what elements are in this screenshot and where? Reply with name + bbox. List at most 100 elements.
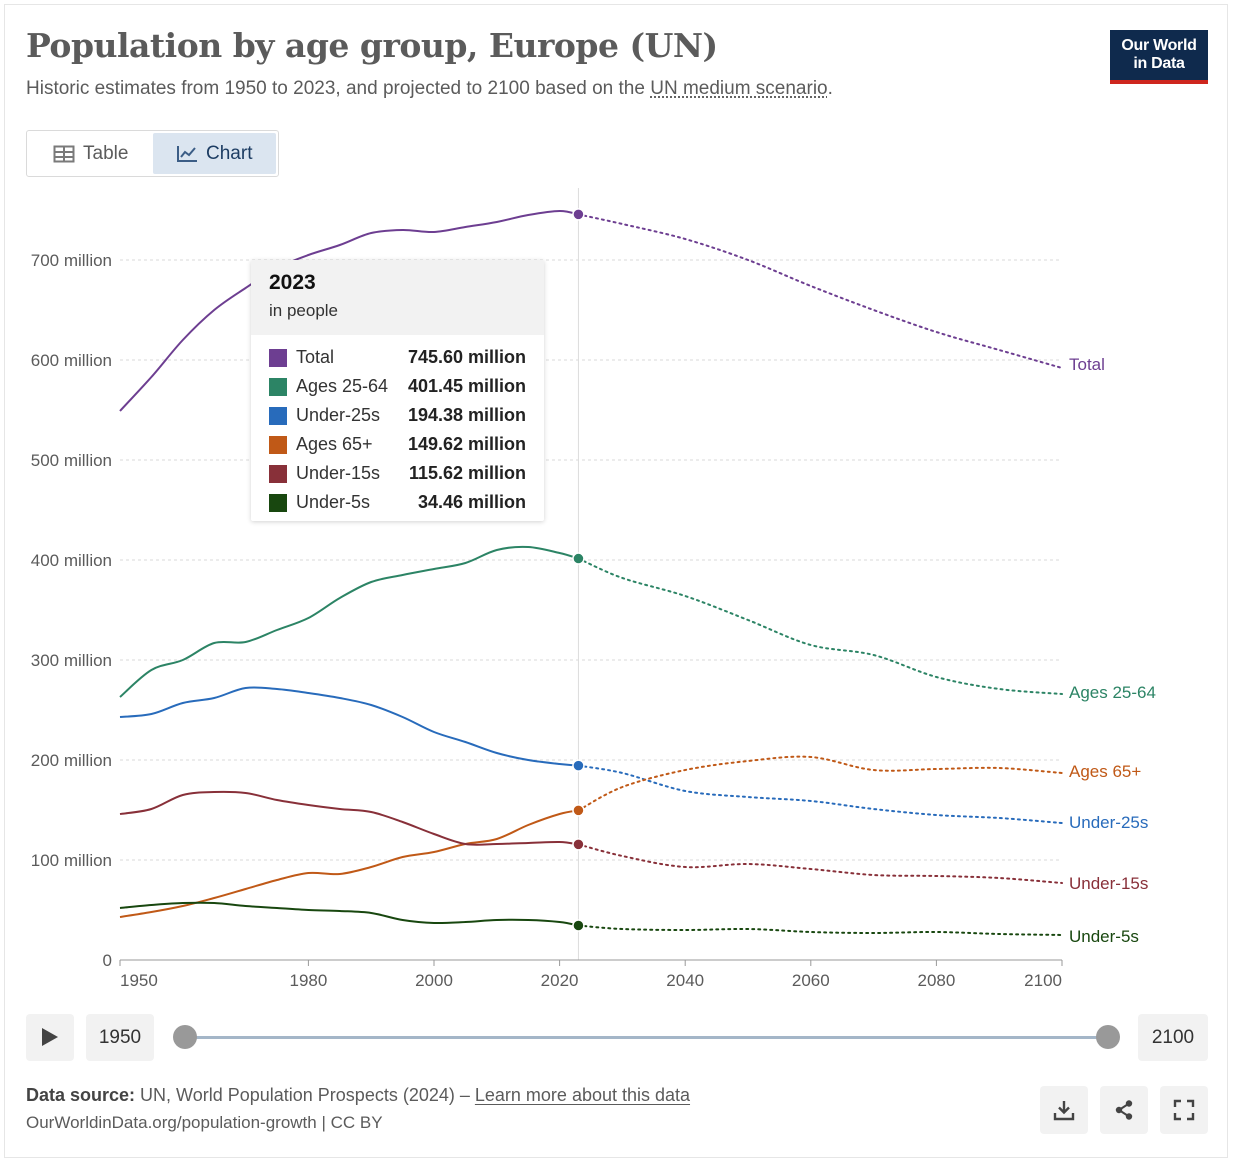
data-source-label: Data source:	[26, 1085, 136, 1105]
series-line-total	[119, 209, 579, 412]
logo-line-2: in Data	[1133, 55, 1185, 72]
tooltip-series-value: 401.45 million	[407, 376, 526, 396]
tooltip-series-name: Total	[296, 347, 335, 367]
line-chart: 0 100 million 200 million 300 million 400 mi…	[31, 188, 1156, 990]
tooltip-swatch	[269, 464, 287, 483]
x-tick-label: 2080	[917, 971, 955, 990]
series-labels: Total Ages 25-64 Under-25s Ages 65+ Under-15…	[1069, 355, 1156, 946]
chart-tooltip: 2023 in people Total 745.60 million Ages 2…	[251, 260, 544, 521]
marker-under-5s	[572, 919, 585, 932]
tooltip-series-name: Ages 65+	[296, 434, 373, 454]
share-icon	[1115, 1100, 1133, 1120]
play-icon	[42, 1028, 58, 1046]
marker-under-25s	[572, 759, 585, 772]
tab-table[interactable]: Table	[29, 133, 153, 174]
tooltip-series-value: 745.60 million	[407, 347, 526, 367]
subtitle: Historic estimates from 1950 to 2023, an…	[26, 78, 833, 100]
tooltip-rows: Total 745.60 million Ages 25-64 401.45 mill…	[251, 335, 544, 517]
y-tick-label: 400 million	[31, 551, 112, 570]
tooltip-swatch	[269, 377, 287, 396]
subtitle-end: .	[827, 78, 833, 99]
tooltip-series-value: 115.62 million	[408, 463, 526, 483]
series-projection-ages-25-64	[577, 557, 1063, 695]
tooltip-row: Total 745.60 million	[269, 343, 526, 372]
x-tick-label: 2040	[666, 971, 704, 990]
page-title: Population by age group, Europe (UN)	[26, 26, 718, 65]
series-projection-under-15s	[577, 843, 1063, 884]
chart-frame	[4, 4, 1228, 1158]
marker-under-15s	[572, 838, 585, 851]
series-projection-ages-65-	[577, 755, 1063, 812]
marker-ages-65-	[572, 804, 585, 817]
tooltip-swatch	[269, 406, 287, 425]
series-line-ages-65-	[119, 809, 579, 918]
tooltip-swatch	[269, 493, 287, 512]
tab-chart[interactable]: Chart	[152, 133, 276, 174]
series-label-ages-25-64: Ages 25-64	[1069, 683, 1156, 702]
tab-chart-label: Chart	[206, 142, 253, 164]
download-button[interactable]	[1040, 1086, 1088, 1134]
tab-table-label: Table	[83, 142, 129, 164]
tooltip-series-name: Under-25s	[296, 405, 381, 425]
y-tick-label: 0	[103, 951, 112, 970]
owid-logo[interactable]: Our World in Data	[1110, 30, 1208, 84]
fullscreen-icon	[1173, 1099, 1195, 1121]
tooltip-swatch	[269, 348, 287, 367]
series-line-under-5s	[119, 901, 579, 927]
x-tick-label: 2020	[541, 971, 579, 990]
tooltip-row: Under-15s 115.62 million	[269, 459, 526, 488]
tooltip-series-name: Under-15s	[296, 463, 381, 483]
x-tick-label: 1980	[289, 971, 327, 990]
timeline-controls: 1950 2100	[26, 1014, 1210, 1062]
highlight-markers	[572, 208, 585, 932]
tooltip-series-value: 34.46 million	[417, 492, 526, 512]
tooltip-series-value: 149.62 million	[407, 434, 526, 454]
x-tick-label: 2060	[792, 971, 830, 990]
data-source: Data source: UN, World Population Prospe…	[26, 1085, 690, 1106]
tooltip-row: Ages 25-64 401.45 million	[269, 372, 526, 401]
share-button[interactable]	[1100, 1086, 1148, 1134]
series-line-under-25s	[119, 686, 579, 767]
y-tick-label: 300 million	[31, 651, 112, 670]
series-projection-total	[577, 213, 1063, 369]
y-tick-label: 500 million	[31, 451, 112, 470]
timeline-start-handle[interactable]	[173, 1025, 197, 1049]
y-axis: 0 100 million 200 million 300 million 400 mi…	[31, 251, 112, 970]
timeline-end-year[interactable]: 2100	[1138, 1014, 1208, 1061]
marker-total	[572, 208, 585, 221]
series-projection-under-25s	[577, 764, 1063, 824]
table-icon	[53, 145, 75, 162]
tooltip-row: Ages 65+ 149.62 million	[269, 430, 526, 459]
series-lines	[119, 209, 1063, 936]
learn-more-link[interactable]: Learn more about this data	[474, 1085, 691, 1105]
y-tick-label: 200 million	[31, 751, 112, 770]
tooltip-year: 2023	[269, 271, 316, 294]
tooltip-swatch	[269, 435, 287, 454]
logo-line-1: Our World	[1121, 37, 1197, 54]
series-label-under-15s: Under-15s	[1069, 874, 1148, 893]
marker-ages-25-64	[572, 552, 585, 565]
tooltip-row: Under-5s 34.46 million	[269, 488, 526, 517]
un-medium-scenario-link[interactable]: UN medium scenario	[650, 78, 828, 99]
tooltip-series-value: 194.38 million	[407, 405, 526, 425]
y-tick-label: 600 million	[31, 351, 112, 370]
timeline-end-handle[interactable]	[1096, 1025, 1120, 1049]
x-axis: 1950 1980 2000 2020 2040 2060 2080 2100	[119, 959, 1063, 990]
view-tabs: Table Chart	[26, 130, 279, 177]
y-tick-label: 700 million	[31, 251, 112, 270]
series-label-under-25s: Under-25s	[1069, 813, 1148, 832]
fullscreen-button[interactable]	[1160, 1086, 1208, 1134]
tooltip-unit: in people	[269, 301, 339, 320]
timeline-start-year[interactable]: 1950	[86, 1014, 154, 1061]
play-button[interactable]	[26, 1014, 74, 1061]
tooltip-series-name: Under-5s	[296, 492, 371, 512]
source-url[interactable]: OurWorldinData.org/population-growth | C…	[26, 1113, 383, 1132]
data-source-text: UN, World Population Prospects (2024) –	[135, 1085, 475, 1105]
series-label-total: Total	[1069, 355, 1105, 374]
series-projection-under-5s	[577, 924, 1063, 936]
download-icon	[1053, 1101, 1075, 1121]
timeline-track[interactable]	[184, 1036, 1108, 1039]
series-line-ages-25-64	[119, 545, 579, 698]
y-tick-label: 100 million	[31, 851, 112, 870]
x-tick-label: 2100	[1024, 971, 1062, 990]
